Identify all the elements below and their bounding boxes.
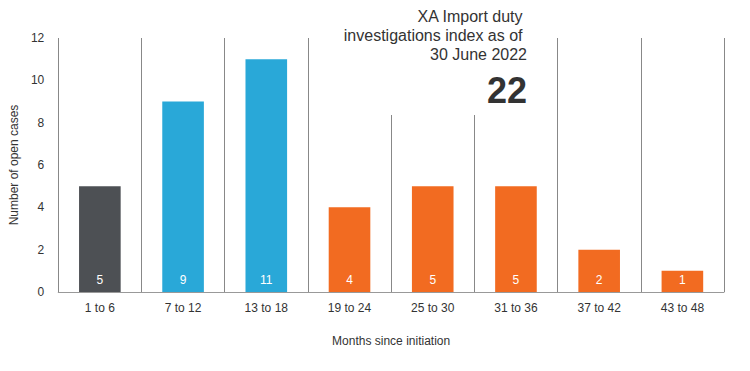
svg-text:12: 12 [31,31,45,45]
svg-text:37 to 42: 37 to 42 [577,301,621,315]
svg-text:31 to 36: 31 to 36 [494,301,538,315]
svg-text:investigations index as of: investigations index as of [344,27,527,44]
svg-text:Number of open cases: Number of open cases [7,105,21,226]
svg-text:1 to 6: 1 to 6 [85,301,115,315]
svg-text:11: 11 [260,273,273,287]
svg-text:6: 6 [38,158,45,172]
svg-text:13 to 18: 13 to 18 [245,301,289,315]
svg-text:10: 10 [31,73,45,87]
svg-text:22: 22 [487,70,527,111]
svg-text:9: 9 [180,273,187,287]
svg-text:Months since initiation: Months since initiation [332,334,450,348]
svg-text:2: 2 [38,243,45,257]
svg-text:5: 5 [97,273,104,287]
svg-text:4: 4 [38,200,45,214]
svg-text:5: 5 [429,273,436,287]
svg-text:XA Import duty: XA Import duty [418,8,527,25]
svg-text:7 to 12: 7 to 12 [165,301,202,315]
svg-text:4: 4 [346,273,353,287]
svg-text:25 to 30: 25 to 30 [411,301,455,315]
svg-text:8: 8 [38,116,45,130]
svg-text:30 June 2022: 30 June 2022 [430,46,527,63]
svg-text:2: 2 [596,273,603,287]
svg-text:43 to 48: 43 to 48 [661,301,705,315]
svg-text:0: 0 [38,285,45,299]
svg-text:19 to 24: 19 to 24 [328,301,372,315]
svg-text:1: 1 [679,273,686,287]
svg-text:5: 5 [513,273,520,287]
